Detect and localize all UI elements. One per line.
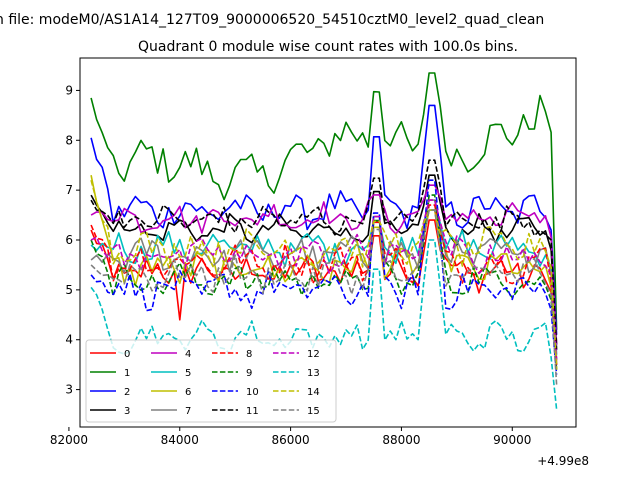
legend-label-3: 3	[124, 406, 130, 417]
series-line-2	[90, 104, 558, 335]
plot-frame	[79, 57, 577, 428]
chart-title: Quadrant 0 module wise count rates with …	[138, 39, 518, 55]
y-tick-label: 6	[65, 233, 73, 247]
series-line-1	[90, 72, 558, 330]
y-tick-label: 9	[65, 83, 73, 97]
series-layer	[90, 72, 558, 410]
legend-label-13: 13	[307, 368, 320, 379]
figure-suptitle: n file: modeM0/AS1A14_127T09_9000006520_…	[0, 12, 544, 28]
x-tick-label: 90000	[493, 433, 531, 447]
legend-label-2: 2	[124, 387, 130, 398]
legend-label-15: 15	[307, 406, 320, 417]
series-line-3	[90, 174, 558, 345]
legend-label-10: 10	[246, 387, 259, 398]
x-tick-label: 86000	[271, 433, 309, 447]
legend-box	[85, 339, 337, 423]
series-line-9	[90, 194, 558, 370]
series-line-13	[90, 239, 558, 410]
x-axis: 82000 84000 86000 88000 90000	[50, 427, 531, 447]
y-tick-label: 3	[65, 383, 73, 397]
legend-label-12: 12	[307, 349, 320, 360]
series-line-10	[90, 179, 558, 375]
legend-label-6: 6	[185, 387, 191, 398]
y-tick-label: 7	[65, 183, 73, 197]
x-offset-label: +4.99e8	[537, 454, 589, 468]
y-tick-label: 5	[65, 283, 73, 297]
y-tick-label: 4	[65, 333, 73, 347]
legend-label-1: 1	[124, 368, 130, 379]
legend-label-4: 4	[185, 349, 191, 360]
series-line-8	[90, 204, 558, 365]
series-line-4	[90, 184, 558, 345]
legend-label-14: 14	[307, 387, 320, 398]
y-tick-label: 8	[65, 133, 73, 147]
legend-label-11: 11	[246, 406, 259, 417]
legend-label-7: 7	[185, 406, 191, 417]
series-line-12	[90, 199, 558, 360]
legend-label-9: 9	[246, 368, 252, 379]
series-line-15	[90, 209, 558, 385]
x-tick-label: 84000	[161, 433, 199, 447]
x-tick-label: 82000	[50, 433, 88, 447]
series-line-0	[90, 219, 558, 365]
series-line-14	[90, 179, 558, 370]
legend-label-5: 5	[185, 368, 191, 379]
legend-label-8: 8	[246, 349, 252, 360]
legend-label-0: 0	[124, 349, 130, 360]
x-tick-label: 88000	[382, 433, 420, 447]
series-line-11	[90, 159, 558, 350]
y-axis: 3 4 5 6 7 8 9	[65, 83, 80, 397]
